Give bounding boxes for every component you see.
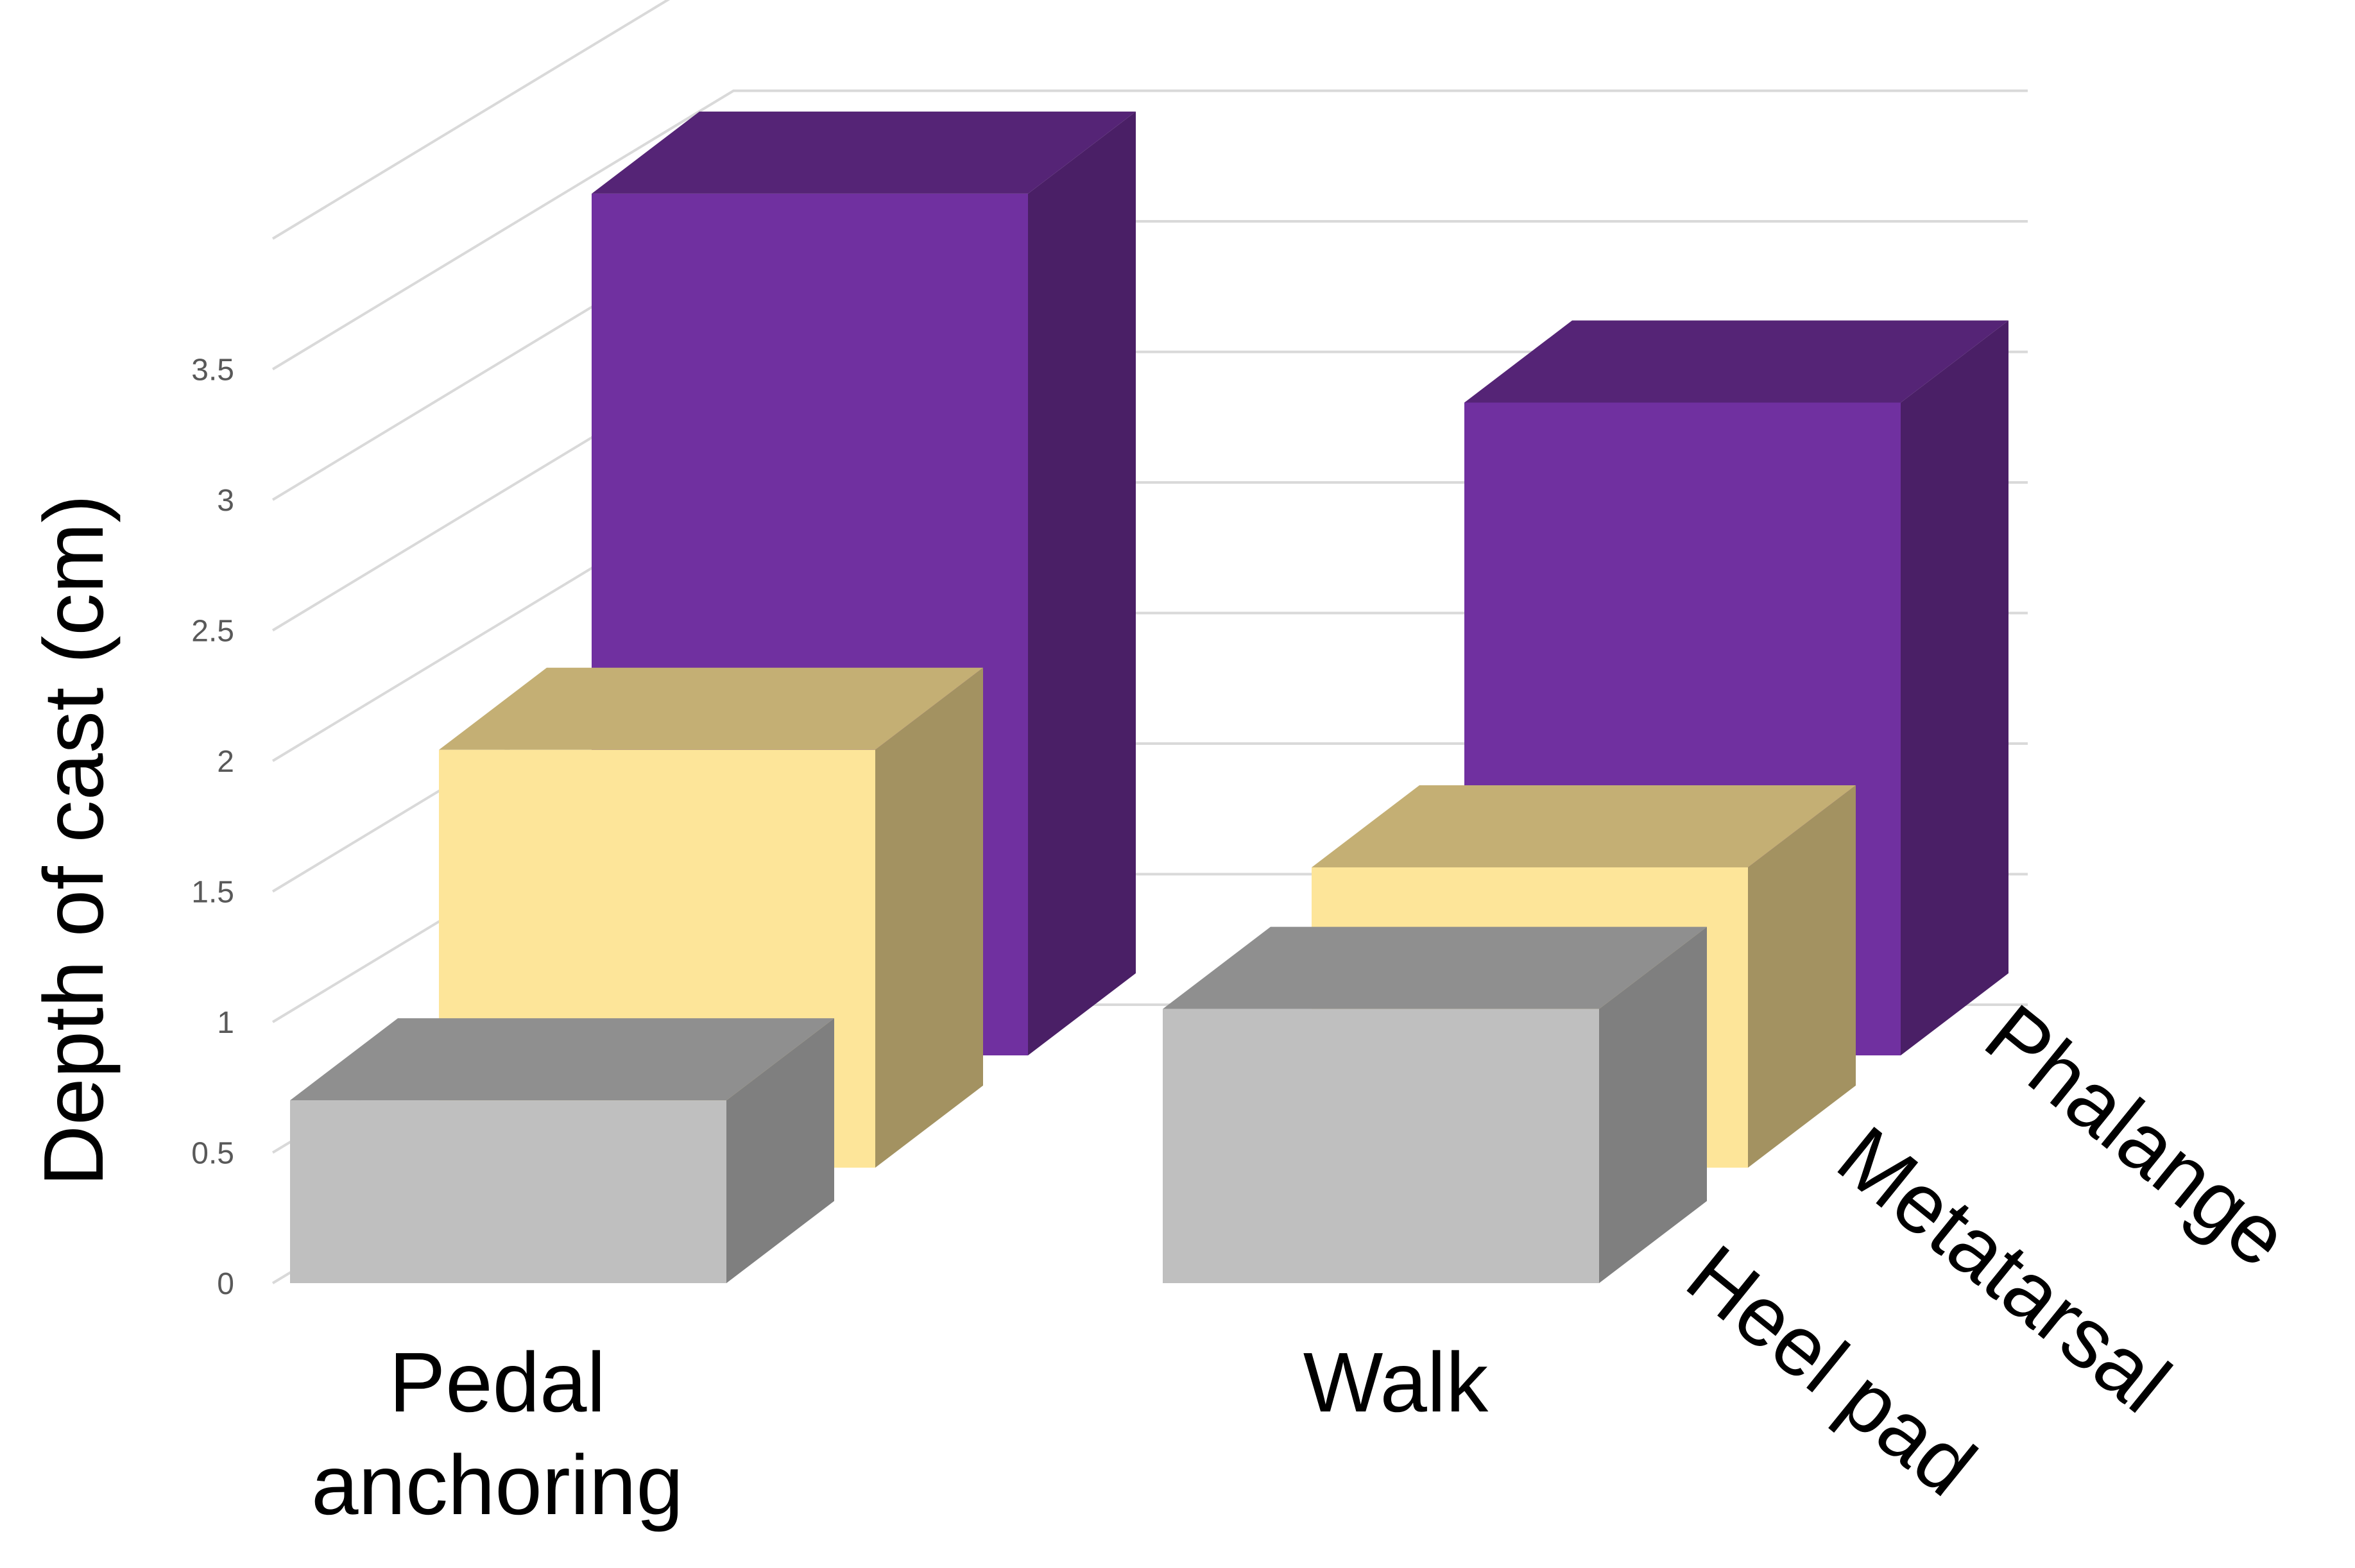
bar-metatarsal-walk-top bbox=[1312, 785, 1856, 867]
x-category-label: Walk bbox=[1303, 1335, 1489, 1429]
bar-metatarsal-pedal-anchoring-side bbox=[875, 667, 983, 1168]
bar-metatarsal-walk-side bbox=[1748, 785, 1856, 1168]
bar-phalange-pedal-anchoring-side bbox=[1028, 111, 1136, 1055]
bar-heel-pad-pedal-anchoring-top bbox=[290, 1018, 834, 1101]
bar-heel-pad-pedal-anchoring bbox=[290, 1018, 834, 1283]
y-tick-label: 1.5 bbox=[191, 876, 234, 910]
y-tick-label: 3 bbox=[217, 484, 234, 518]
gridline bbox=[271, 0, 671, 240]
y-tick-label: 2.5 bbox=[191, 615, 234, 649]
x-category-label-line: anchoring bbox=[311, 1438, 683, 1532]
bar-phalange-walk-side bbox=[1901, 320, 2008, 1055]
x-category-label-line: Pedal bbox=[389, 1335, 606, 1429]
x-category-label-line: Walk bbox=[1303, 1335, 1489, 1429]
bar-phalange-pedal-anchoring-top bbox=[592, 111, 1136, 194]
y-axis-title: Depth of cast (cm) bbox=[26, 495, 121, 1186]
y-tick-label: 0 bbox=[217, 1267, 234, 1301]
y-tick-label: 3.5 bbox=[191, 354, 234, 388]
bar-heel-pad-walk-top bbox=[1163, 926, 1707, 1009]
y-tick-label: 2 bbox=[217, 745, 234, 779]
y-tick-label: 0.5 bbox=[191, 1137, 234, 1171]
y-tick-label: 1 bbox=[217, 1006, 234, 1040]
y-axis-ticks: 0 0.5 1 1.5 2 2.5 3 3.5 bbox=[191, 354, 234, 1302]
bar-phalange-walk-top bbox=[1464, 320, 2008, 403]
gridline bbox=[271, 89, 2028, 371]
bar-heel-pad-walk-front bbox=[1163, 1009, 1599, 1283]
x-category-label: Pedal anchoring bbox=[311, 1335, 683, 1532]
bar-metatarsal-pedal-anchoring-top bbox=[439, 667, 983, 750]
bar-heel-pad-pedal-anchoring-front bbox=[290, 1100, 726, 1283]
bar-heel-pad-pedal-anchoring-side bbox=[726, 1018, 834, 1283]
bar-heel-pad-walk-side bbox=[1599, 926, 1707, 1283]
bar-heel-pad-walk bbox=[1163, 926, 1707, 1283]
bars bbox=[290, 111, 2008, 1283]
